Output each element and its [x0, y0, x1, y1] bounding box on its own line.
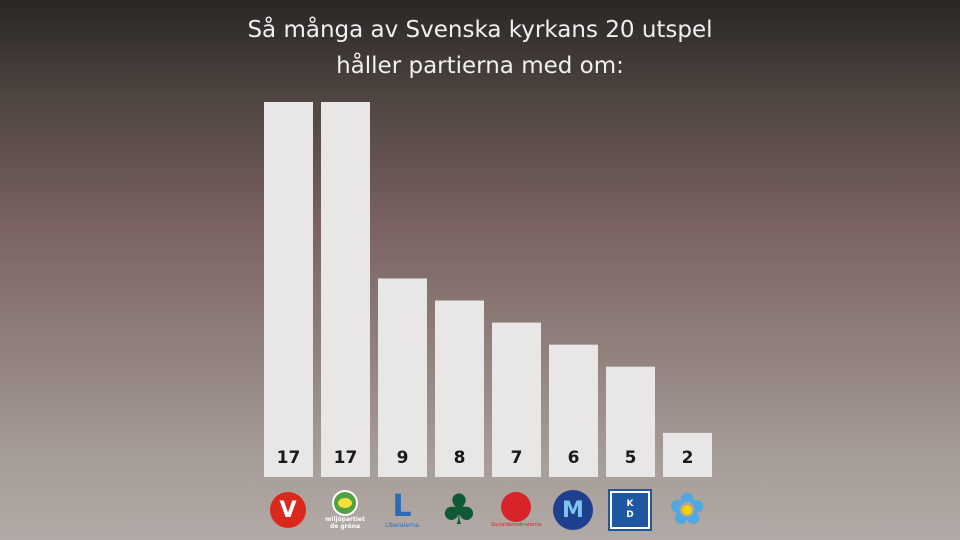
data-label: 9	[397, 448, 409, 468]
bar	[492, 322, 541, 477]
bar	[663, 432, 712, 477]
data-label: 2	[682, 448, 694, 468]
chart-title: Så många av Svenska kyrkans 20 utspel hå…	[0, 12, 960, 84]
data-label: 17	[277, 448, 301, 468]
m-letter-icon: M	[549, 486, 597, 534]
bar	[549, 344, 598, 477]
bar	[264, 102, 313, 477]
data-label: 7	[511, 448, 523, 468]
bar	[435, 300, 484, 477]
data-label: 17	[334, 448, 358, 468]
s-rose-icon: Socialdemokraterna	[491, 486, 541, 534]
bar	[606, 366, 655, 477]
data-label: 5	[625, 448, 637, 468]
mp-sunflower-icon: miljöpartiet de gröna	[321, 486, 369, 534]
l-letter-icon: L Liberalerna	[385, 488, 419, 529]
data-label: 6	[568, 448, 580, 468]
bar	[378, 278, 427, 477]
title-line-2: håller partierna med om:	[336, 53, 624, 79]
data-label: 8	[454, 448, 466, 468]
sd-flower-icon: ✿	[663, 486, 711, 534]
v-rose-icon: V	[264, 486, 312, 534]
c-clover-icon: ♣	[440, 485, 478, 534]
title-line-1: Så många av Svenska kyrkans 20 utspel	[247, 17, 713, 43]
bar	[321, 102, 370, 477]
